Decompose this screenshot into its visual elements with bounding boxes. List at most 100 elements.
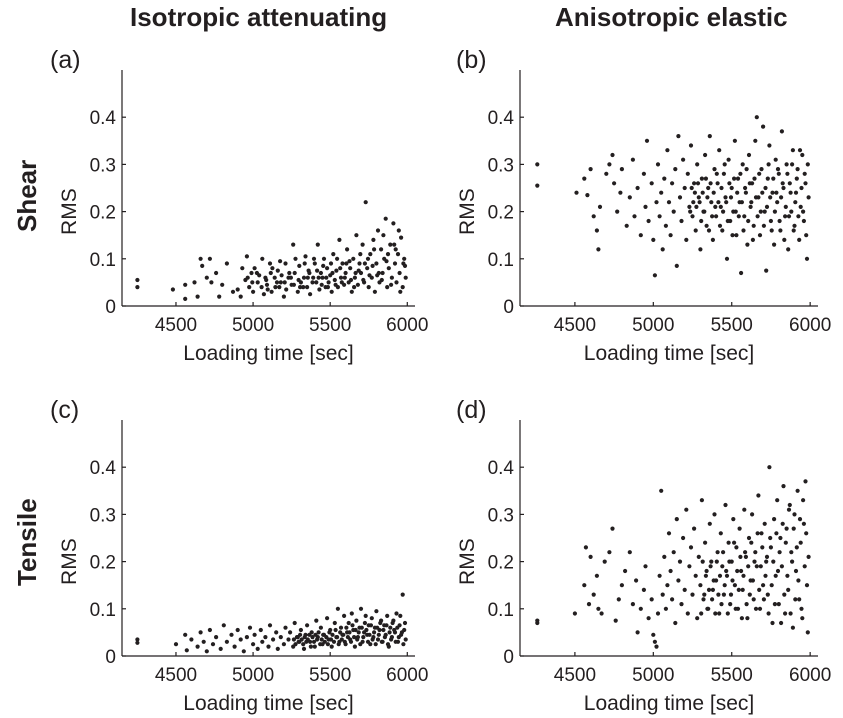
data-point <box>720 228 725 233</box>
data-point <box>734 545 739 550</box>
data-point <box>755 531 760 536</box>
data-point <box>293 642 298 647</box>
data-point <box>183 296 188 301</box>
data-point <box>170 287 175 292</box>
data-point <box>706 228 712 233</box>
data-point <box>312 644 317 649</box>
data-point <box>802 564 807 569</box>
data-point <box>805 162 810 167</box>
data-point <box>765 176 770 181</box>
data-point <box>718 531 723 536</box>
data-point <box>638 233 643 238</box>
data-point <box>783 204 788 209</box>
data-point <box>204 649 209 654</box>
y-axis-title: RMS <box>58 538 81 585</box>
data-point <box>716 200 721 205</box>
data-point <box>806 554 811 560</box>
data-point <box>772 209 778 214</box>
data-point <box>310 280 315 285</box>
data-point <box>739 568 744 574</box>
y-tick-label: 0.3 <box>488 155 514 176</box>
data-point <box>338 266 343 271</box>
data-point <box>712 167 717 172</box>
data-point <box>281 642 286 647</box>
data-point <box>709 200 714 205</box>
data-point <box>793 200 798 205</box>
data-point <box>757 606 763 611</box>
data-point <box>764 268 769 273</box>
x-tick-label: 6000 <box>386 315 428 336</box>
data-point <box>694 204 699 209</box>
data-point <box>630 157 636 162</box>
data-point <box>251 289 256 294</box>
data-point <box>366 285 371 290</box>
data-point <box>743 185 748 191</box>
data-point <box>717 573 723 578</box>
data-point <box>245 275 250 280</box>
data-point <box>315 268 320 273</box>
data-point <box>758 564 763 569</box>
data-point <box>375 228 381 233</box>
y-tick-label: 0 <box>503 297 514 318</box>
data-point <box>604 171 609 176</box>
data-point <box>230 289 236 294</box>
data-point <box>329 644 334 649</box>
data-point <box>688 143 694 148</box>
data-point <box>267 261 273 266</box>
data-point <box>760 190 765 195</box>
data-point <box>766 162 771 167</box>
data-point <box>347 259 352 264</box>
data-point <box>662 554 667 560</box>
data-point <box>594 573 600 578</box>
data-point <box>741 228 746 233</box>
data-point <box>596 247 601 252</box>
data-point <box>333 282 338 287</box>
data-point <box>798 204 803 209</box>
data-point <box>283 261 288 266</box>
data-point <box>304 639 309 644</box>
data-point <box>583 545 589 550</box>
data-point <box>806 195 811 200</box>
x-tick-label: 5500 <box>711 315 753 336</box>
y-tick-label: 0.2 <box>90 553 116 574</box>
data-point <box>344 261 349 266</box>
data-point <box>750 237 756 242</box>
data-point <box>714 559 719 564</box>
data-point <box>685 611 690 616</box>
data-point <box>259 285 264 290</box>
data-point <box>779 564 785 569</box>
data-point <box>634 578 639 583</box>
data-point <box>690 214 695 219</box>
data-point <box>326 280 331 285</box>
y-tick-label: 0.4 <box>90 108 117 129</box>
data-point <box>643 204 648 209</box>
data-point <box>610 526 615 531</box>
data-point <box>782 237 787 242</box>
x-axis-title: Loading time [sec] <box>183 692 353 715</box>
data-point <box>756 493 761 498</box>
data-point <box>370 637 375 642</box>
data-point <box>728 602 733 607</box>
data-point <box>359 625 364 630</box>
data-point <box>721 171 727 176</box>
data-point <box>347 630 352 635</box>
data-point <box>247 625 253 630</box>
data-point <box>776 171 781 176</box>
data-point <box>747 592 752 597</box>
data-point <box>354 233 359 238</box>
data-point <box>804 256 810 261</box>
data-point <box>761 223 767 228</box>
data-point <box>787 502 792 508</box>
data-point <box>258 627 263 633</box>
data-point <box>201 639 206 644</box>
data-point <box>779 620 784 626</box>
data-point <box>769 583 774 588</box>
y-tick-label: 0.4 <box>90 458 117 479</box>
data-point <box>382 635 387 640</box>
data-point <box>676 134 681 139</box>
data-point <box>183 632 188 637</box>
data-point <box>301 285 306 290</box>
data-point <box>663 223 669 228</box>
data-point <box>804 531 809 536</box>
data-point <box>325 285 330 290</box>
